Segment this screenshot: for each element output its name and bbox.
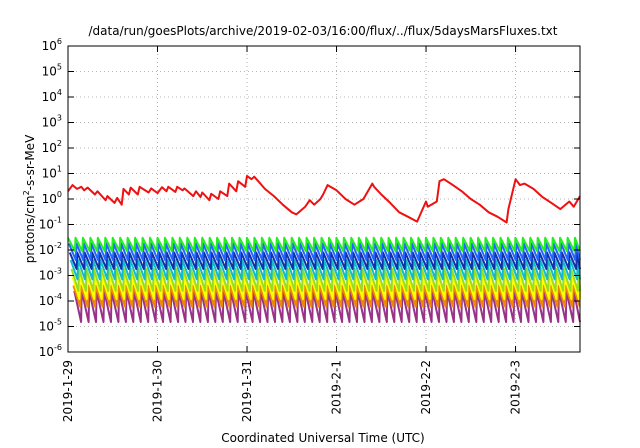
y-tick-base: 10 (42, 192, 57, 206)
y-tick-base: 10 (42, 90, 57, 104)
flux-series-line (71, 275, 581, 300)
x-tick-label: 2019-2-2 (419, 360, 433, 414)
y-axis-label-exp: 2 (22, 190, 31, 195)
flux-series-line (70, 268, 581, 292)
x-axis-ticks: 2019-1-29 2019-1-30 2019-1-31 2019-2-1 2019-… (61, 46, 523, 422)
x-tick-label: 2019-2-3 (509, 360, 523, 414)
flux-series-line (68, 251, 581, 270)
y-tick-base: 10 (39, 345, 54, 359)
y-tick-label: 10-2 (39, 241, 62, 257)
y-tick-base: 10 (42, 39, 57, 53)
series-group (67, 175, 581, 323)
y-tick-label: 10-3 (39, 267, 62, 283)
flux-series-line (67, 175, 581, 224)
x-tick-label: 2019-1-29 (61, 360, 75, 422)
y-tick-exp: -1 (54, 216, 62, 225)
y-tick-label: 103 (42, 114, 62, 130)
flux-series-line (73, 289, 581, 323)
y-tick-exp: 0 (57, 190, 62, 199)
flux-series-line (69, 259, 581, 281)
y-tick-label: 106 (42, 37, 62, 53)
y-axis-label-part2: -s-sr-MeV (23, 134, 37, 190)
y-axis-ticks: 10-610-510-410-310-210-11001011021031041… (39, 37, 580, 359)
x-axis-label: Coordinated Universal Time (UTC) (221, 431, 424, 445)
y-tick-base: 10 (39, 269, 54, 283)
y-tick-label: 10-4 (39, 292, 62, 308)
y-tick-base: 10 (39, 294, 54, 308)
y-axis-label: protons/cm2-s-sr-MeV (22, 134, 37, 263)
flux-series-line (72, 284, 581, 308)
y-tick-label: 101 (42, 165, 62, 181)
y-tick-base: 10 (42, 65, 57, 79)
y-tick-label: 10-6 (39, 343, 62, 359)
y-tick-exp: 5 (57, 63, 62, 72)
y-tick-exp: 3 (57, 114, 62, 123)
y-tick-exp: -2 (54, 241, 62, 250)
flux-series-line (67, 242, 581, 262)
x-tick-label: 2019-1-30 (151, 360, 165, 422)
y-tick-exp: 1 (57, 165, 62, 174)
y-tick-exp: 2 (57, 139, 62, 148)
x-tick-label: 2019-1-31 (240, 360, 254, 422)
y-tick-exp: 4 (57, 88, 62, 97)
y-tick-label: 104 (42, 88, 62, 104)
x-tick-label: 2019-2-1 (330, 360, 344, 414)
y-tick-base: 10 (42, 116, 57, 130)
y-tick-base: 10 (39, 243, 54, 257)
y-tick-exp: -3 (54, 267, 62, 276)
y-tick-label: 10-5 (39, 318, 62, 334)
y-tick-label: 105 (42, 63, 62, 79)
y-tick-base: 10 (42, 167, 57, 181)
y-tick-exp: 6 (57, 37, 62, 46)
y-tick-exp: -4 (54, 292, 62, 301)
y-tick-label: 100 (42, 190, 62, 206)
y-tick-base: 10 (42, 141, 57, 155)
y-axis-label-part1: protons/cm (23, 195, 37, 263)
y-tick-base: 10 (39, 218, 54, 232)
y-tick-label: 102 (42, 139, 62, 155)
y-tick-exp: -6 (54, 343, 62, 352)
y-tick-label: 10-1 (39, 216, 62, 232)
y-tick-exp: -5 (54, 318, 62, 327)
chart-title: /data/run/goesPlots/archive/2019-02-03/1… (89, 24, 558, 38)
y-tick-base: 10 (39, 320, 54, 334)
flux-series-line (67, 236, 581, 253)
